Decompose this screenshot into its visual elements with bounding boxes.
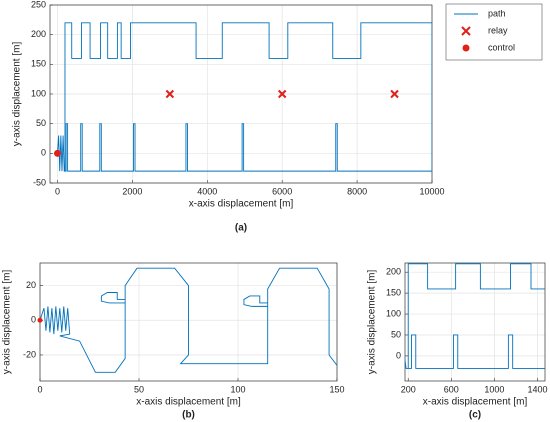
y-tick-label: 200 (31, 29, 46, 39)
legend-box (445, 3, 543, 61)
control-marker (37, 317, 43, 323)
y-tick-label: 50 (36, 118, 46, 128)
y-axis-label: y-axis displacement [m] (12, 42, 23, 147)
plot-frame (404, 262, 546, 382)
x-axis-label: x-axis displacement [m] (136, 397, 241, 408)
y-tick-label: 0 (41, 148, 46, 158)
y-tick-label: 150 (386, 288, 401, 298)
legend-swatch (461, 26, 471, 36)
y-tick-label: 250 (31, 0, 46, 9)
path-line (40, 267, 337, 373)
y-tick-label: 150 (31, 59, 46, 69)
x-tick-label: 100 (230, 384, 245, 394)
relay-marker (390, 89, 399, 99)
legend-label: control (488, 42, 515, 52)
x-tick-label: 6000 (272, 186, 292, 196)
x-tick-label: 200 (401, 384, 416, 394)
x-axis-label: x-axis displacement [m] (423, 397, 528, 408)
relay-marker (165, 89, 175, 99)
y-tick-label: 20 (26, 280, 36, 290)
legend-swatch (462, 44, 470, 52)
x-tick-label: 0 (37, 384, 42, 394)
x-tick-label: 10000 (419, 186, 444, 196)
x-tick-label: 600 (444, 384, 459, 394)
legend-label: relay (488, 25, 508, 35)
y-tick-label: -20 (23, 349, 36, 359)
x-axis-label: x-axis displacement [m] (189, 199, 294, 210)
legend-label: path (488, 8, 506, 18)
y-tick-label: -50 (33, 177, 46, 187)
y-axis-label: y-axis displacement [m] (367, 270, 378, 375)
control-marker (53, 149, 61, 157)
x-tick-label: 150 (329, 384, 344, 394)
path-line (405, 263, 545, 369)
x-tick-label: 2000 (122, 186, 142, 196)
x-tick-label: 1000 (484, 384, 504, 394)
y-tick-label: 100 (386, 308, 401, 318)
y-tick-label: 200 (386, 267, 401, 277)
y-tick-label: 0 (396, 350, 401, 360)
x-tick-label: 1400 (527, 384, 547, 394)
relay-marker (277, 89, 287, 99)
x-tick-label: 8000 (347, 186, 367, 196)
path-line (57, 22, 432, 172)
y-tick-label: 50 (391, 329, 401, 339)
x-tick-label: 50 (134, 384, 144, 394)
y-axis-label: y-axis displacement [m] (2, 270, 13, 375)
x-tick-label: 4000 (197, 186, 217, 196)
y-tick-label: 0 (31, 315, 36, 325)
x-tick-label: 0 (55, 186, 60, 196)
plot-area (405, 263, 545, 381)
caption: (c) (469, 410, 481, 421)
y-tick-label: 100 (31, 88, 46, 98)
caption: (a) (235, 223, 247, 234)
caption: (b) (182, 410, 195, 421)
